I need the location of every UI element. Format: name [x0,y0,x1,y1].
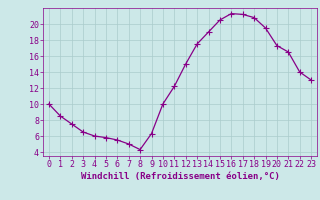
X-axis label: Windchill (Refroidissement éolien,°C): Windchill (Refroidissement éolien,°C) [81,172,279,181]
